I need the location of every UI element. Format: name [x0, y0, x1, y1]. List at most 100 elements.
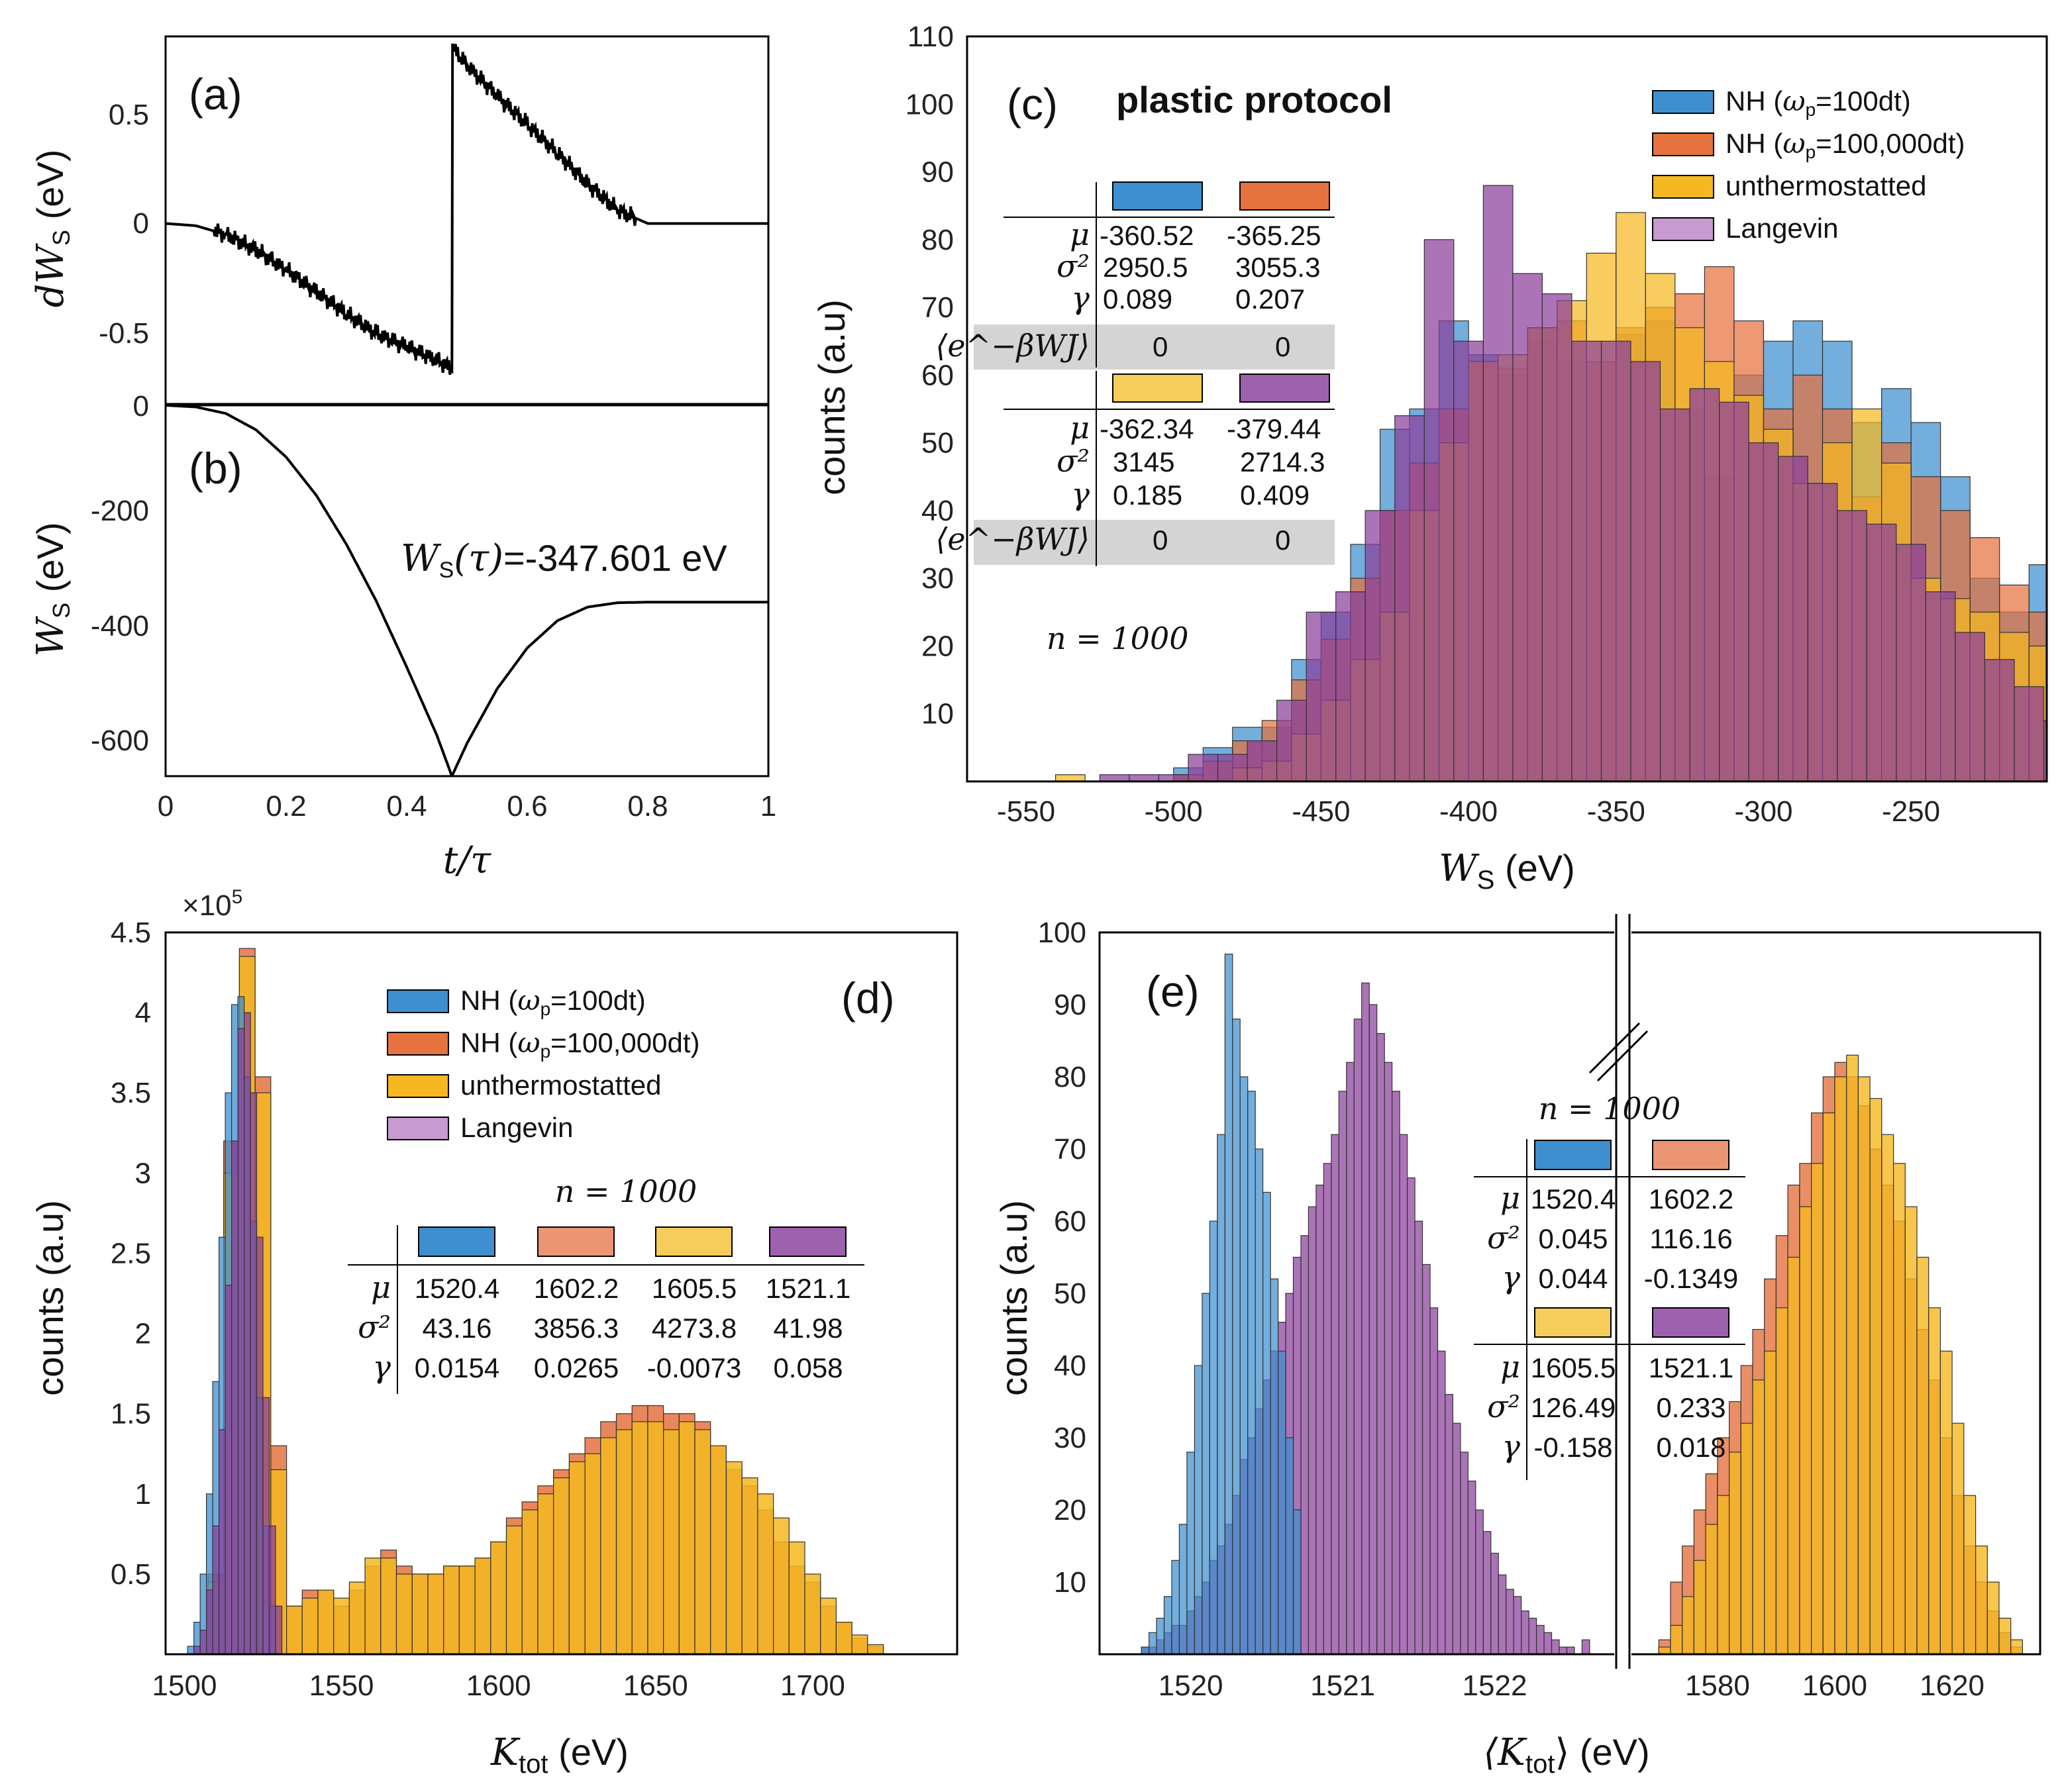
histogram-bar: [537, 1493, 554, 1654]
histogram-bar: [600, 1437, 617, 1654]
panel-b-xtick: 1: [760, 790, 776, 822]
histogram-bar: [206, 1589, 213, 1654]
histogram-bar: [1217, 754, 1248, 781]
histogram-bar: [1881, 1134, 1894, 1654]
histogram-bar: [1559, 1646, 1568, 1654]
row-label-expwork: ⟨e^−βWJ⟩: [935, 328, 1090, 364]
histogram-bar: [1376, 1032, 1385, 1654]
histogram-bar: [1247, 1091, 1256, 1654]
histogram-bar: [1224, 954, 1233, 1654]
histogram-bar: [244, 1012, 251, 1654]
histogram-bar: [851, 1634, 868, 1654]
histogram-bar: [2010, 1639, 2023, 1654]
histogram-bar: [1323, 1163, 1332, 1654]
panel-b-ytick: -200: [91, 495, 149, 527]
cell: 1602.2: [534, 1273, 619, 1304]
histogram-bar: [1099, 774, 1130, 781]
histogram-bar: [1361, 982, 1370, 1654]
row-label-gamma: γ: [1502, 1428, 1521, 1464]
panel-c-xtick: -250: [1882, 795, 1940, 828]
histogram-bar: [1232, 1019, 1241, 1654]
histogram-bar: [1247, 740, 1278, 781]
histogram-bar: [615, 1429, 633, 1654]
histogram-bar: [1414, 1220, 1423, 1654]
histogram-bar: [1896, 544, 1926, 781]
table-swatch-langevin: [1239, 373, 1330, 403]
histogram-bar: [1460, 1452, 1468, 1654]
histogram-bar: [1752, 1379, 1765, 1654]
histogram-bar: [348, 1581, 366, 1654]
panel-b-xtick: 0.4: [386, 790, 427, 822]
row-label-mu: μ: [371, 1269, 391, 1305]
panel-e-ytick: 50: [1054, 1277, 1086, 1310]
histogram-bar: [662, 1429, 680, 1654]
row-label-sigma2: σ²: [358, 1309, 391, 1345]
histogram-bar: [741, 1477, 758, 1654]
histogram-bar: [268, 1525, 276, 1654]
legend-label-nh100k: NH (ωp=100,000dt): [1725, 127, 1965, 162]
cell: 0.0265: [534, 1352, 619, 1383]
histogram-bar: [1778, 456, 1808, 781]
histogram-bar: [1331, 1134, 1340, 1654]
histogram-bar: [1787, 1256, 1800, 1654]
table-shade: [974, 520, 1335, 565]
histogram-bar: [1346, 1062, 1355, 1654]
panel-e-ytick: 60: [1054, 1205, 1086, 1238]
histogram-bar: [1528, 1617, 1537, 1654]
panel-b-annotation: WS(τ)=-347.601 eV: [401, 537, 727, 583]
histogram-bar: [1689, 388, 1720, 781]
histogram-bar: [647, 1421, 664, 1654]
histogram-bar: [1866, 523, 1897, 781]
panel-e-ytick: 30: [1054, 1422, 1086, 1454]
histogram-bar: [631, 1421, 648, 1654]
histogram-bar: [1506, 1589, 1514, 1654]
panel-b-label: (b): [189, 444, 242, 493]
histogram-bar: [1285, 1437, 1294, 1654]
histogram-bar: [1365, 510, 1396, 781]
histogram-bar: [1512, 273, 1543, 781]
panel-c-frame: [966, 35, 2048, 783]
histogram-bar: [1129, 774, 1160, 781]
cell: 0.0154: [415, 1352, 499, 1383]
histogram-bar: [1975, 1545, 1988, 1654]
legend-swatch-nh100: [387, 989, 449, 1013]
legend-swatch-langevin: [1652, 217, 1714, 241]
panel-d-xtick: 1700: [780, 1669, 845, 1702]
cell: 0.044: [1538, 1263, 1608, 1294]
row-label-gamma: γ: [373, 1349, 391, 1385]
histogram-bar: [1300, 1235, 1310, 1654]
histogram-bar: [584, 1453, 601, 1654]
panel-c-xtick: -550: [997, 795, 1055, 828]
histogram-bar: [1482, 185, 1514, 781]
cell: 0.185: [1113, 479, 1182, 511]
histogram-bar: [1834, 1076, 1847, 1654]
row-label-sigma2: σ²: [1056, 443, 1090, 479]
panel-d-ytick: 0.5: [111, 1558, 151, 1591]
table-swatch-unthermo: [1534, 1307, 1612, 1338]
panel-d-ytick: 4: [135, 997, 151, 1029]
cell: 0.089: [1103, 283, 1172, 315]
histogram-bar: [212, 1525, 220, 1654]
cell: 0: [1275, 524, 1290, 556]
histogram-bar: [490, 1541, 507, 1654]
panel-e-xtick: 1600: [1802, 1669, 1867, 1702]
histogram-bar: [1262, 1191, 1271, 1654]
panel-c-xtick: -300: [1734, 795, 1792, 828]
histogram-bar: [1335, 591, 1366, 781]
histogram-bar: [1490, 1552, 1499, 1654]
histogram-bar: [1963, 1495, 1977, 1654]
axis-break-mark: [1588, 1022, 1641, 1074]
row-label-sigma2: σ²: [1056, 248, 1090, 284]
histogram-bar: [757, 1493, 774, 1654]
cell: 0.018: [1656, 1432, 1725, 1463]
panel-a-plot: [166, 43, 768, 375]
histogram-bar: [1939, 1350, 1953, 1654]
cell: 0.207: [1235, 283, 1305, 315]
row-label-mu: μ: [1070, 217, 1090, 252]
cell: 0: [1275, 331, 1290, 362]
histogram-bar: [1630, 361, 1661, 781]
histogram-bar: [1682, 1596, 1694, 1654]
legend-label-unthermo: unthermostatted: [1725, 170, 1927, 201]
histogram-bar: [364, 1558, 382, 1654]
